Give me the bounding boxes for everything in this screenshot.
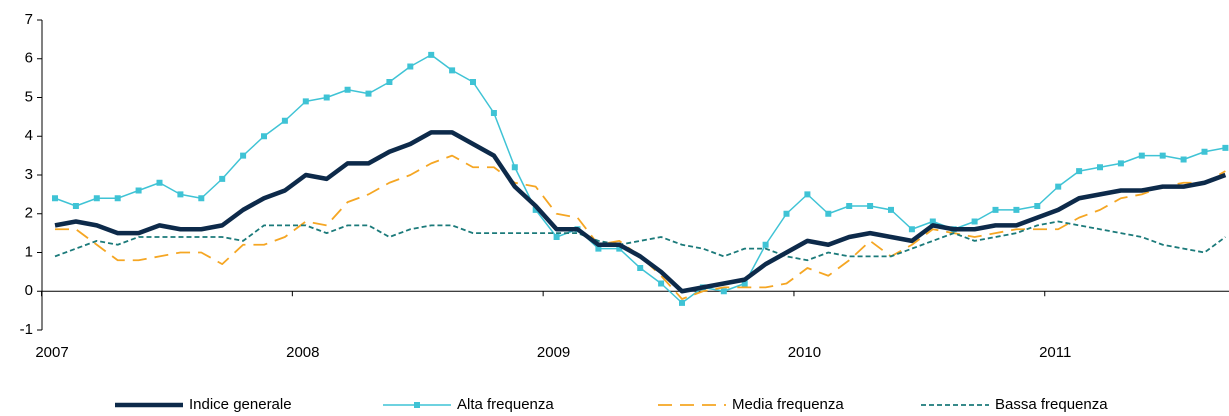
series-marker (198, 195, 205, 202)
y-tick-label: 7 (25, 11, 33, 28)
y-tick-label: 4 (25, 127, 33, 144)
series-marker (386, 79, 393, 85)
series-marker (156, 179, 163, 186)
series-marker (1076, 168, 1083, 175)
series-marker (1159, 152, 1166, 159)
series-marker (470, 79, 476, 85)
y-tick-label: 0 (25, 282, 33, 299)
series-marker (407, 63, 414, 70)
legend-label: Bassa frequenza (995, 396, 1108, 413)
series-marker (762, 241, 769, 248)
series-marker (52, 195, 58, 202)
series-marker (908, 226, 915, 233)
series-marker (72, 203, 79, 209)
x-tick-label: 2009 (537, 344, 570, 361)
series-marker (1055, 183, 1062, 190)
series-marker (532, 206, 539, 213)
series-marker (323, 94, 330, 101)
series-marker (1097, 164, 1103, 171)
series-marker (511, 164, 518, 171)
x-tick-label: 2011 (1039, 344, 1071, 361)
series-marker (595, 245, 602, 252)
series-marker (365, 90, 372, 97)
series-marker (741, 280, 748, 287)
series-marker (971, 218, 978, 225)
series-marker (281, 117, 288, 124)
y-tick-label: 1 (25, 243, 33, 260)
series-marker (177, 191, 184, 198)
legend-label: Media frequenza (732, 396, 844, 413)
series-marker (1222, 144, 1229, 151)
series-marker (679, 299, 685, 306)
legend-marker (414, 402, 420, 408)
series-marker (825, 210, 832, 217)
series-marker (1013, 206, 1020, 213)
series-marker (783, 210, 790, 217)
series-marker (490, 110, 497, 116)
series-marker (114, 195, 121, 202)
series-marker (553, 234, 560, 240)
series-marker (219, 175, 226, 182)
x-tick-label: 2008 (286, 344, 319, 361)
series-marker (1138, 152, 1145, 159)
y-tick-label: 6 (25, 50, 33, 67)
series-line (55, 154, 1226, 300)
series-marker (302, 98, 309, 105)
y-tick-label: -1 (20, 321, 33, 338)
series-marker (616, 245, 623, 252)
series-marker (1117, 160, 1124, 167)
series-marker (1034, 203, 1041, 209)
y-tick-label: 2 (25, 205, 33, 222)
series-marker (867, 203, 874, 209)
series-line (54, 130, 1227, 294)
series-marker (1180, 156, 1187, 163)
series-marker (449, 67, 456, 74)
series-marker (261, 133, 267, 140)
series-marker (658, 280, 665, 287)
y-tick-label: 3 (25, 166, 33, 183)
series-marker (428, 51, 435, 58)
series-marker (637, 265, 644, 271)
series-marker (846, 203, 853, 209)
y-tick-label: 5 (25, 88, 33, 105)
series-marker (992, 206, 999, 213)
series-marker (93, 195, 100, 202)
series-marker (240, 152, 247, 159)
series-marker (1201, 148, 1208, 155)
series-marker (720, 288, 727, 295)
series-marker (888, 206, 894, 213)
series-marker (135, 187, 142, 194)
series-marker (344, 86, 351, 93)
series-marker (804, 191, 811, 198)
x-tick-label: 2010 (788, 344, 821, 361)
plot-area (52, 51, 1229, 306)
legend-label: Indice generale (189, 396, 292, 413)
series-marker (929, 218, 936, 225)
legend-label: Alta frequenza (457, 396, 554, 413)
series-line (54, 220, 1226, 262)
x-tick-label: 2007 (35, 344, 68, 361)
